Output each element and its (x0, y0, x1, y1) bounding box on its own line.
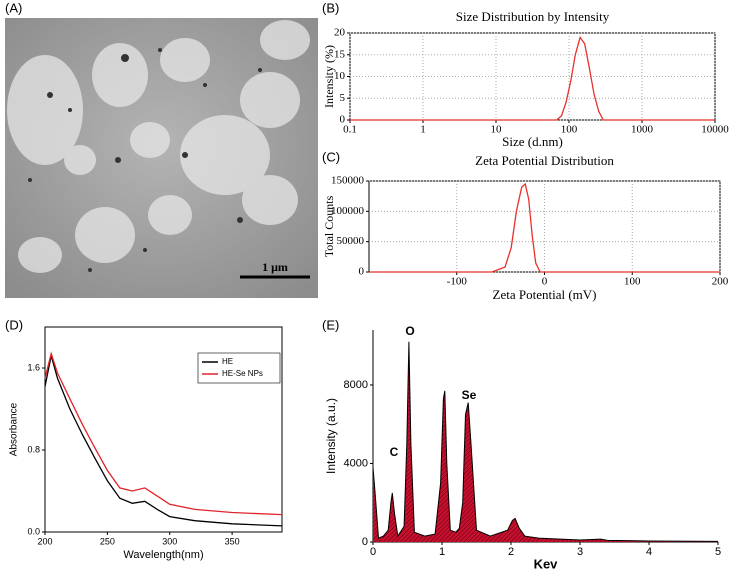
legend-box (197, 352, 281, 384)
x-tick-label: 0.1 (343, 124, 357, 136)
peak-label: Se (462, 388, 477, 402)
x-tick-label: 200 (37, 536, 52, 546)
x-tick-label: 4 (646, 546, 652, 558)
x-tick-label: 1 (439, 546, 445, 558)
y-tick-label: 150000 (331, 175, 365, 187)
panel-label: (D) (5, 317, 23, 332)
scale-bar-label: 1 μm (262, 260, 288, 274)
y-tick-label: 0.8 (27, 444, 40, 454)
line (44, 351, 283, 516)
line (369, 182, 720, 273)
x-tick-label: 350 (225, 536, 240, 546)
x-axis-label: Zeta Potential (mV) (493, 287, 597, 302)
y-tick-label: 1.6 (27, 362, 40, 372)
x-tick-label: 1 (420, 124, 426, 136)
y-tick-label: 50000 (337, 235, 365, 247)
peak-label: C (390, 445, 399, 459)
y-tick-label: 0 (362, 536, 368, 548)
y-tick-label: 0 (340, 114, 346, 126)
panel-label: (A) (5, 0, 22, 15)
x-tick-label: 100 (624, 276, 641, 288)
x-tick-label: 3 (577, 546, 583, 558)
area (373, 341, 718, 542)
y-tick-label: 0 (359, 266, 365, 278)
panel-label: (E) (322, 317, 339, 332)
y-axis-label: Intensity (a.u.) (324, 398, 338, 474)
micrograph (5, 18, 318, 298)
x-tick-label: 10000 (701, 124, 729, 136)
panel-label: (B) (322, 0, 339, 15)
y-tick-label: 20 (334, 27, 346, 39)
x-tick-label: 10 (491, 124, 503, 136)
chart-panel: 0 1 2 3 4 5 0 4000 8000 Kev Intensity (a.u.) C O Se (324, 324, 721, 571)
y-tick-label: 10 (334, 70, 346, 82)
x-tick-label: 300 (162, 536, 177, 546)
chart-title: Zeta Potential Distribution (475, 153, 614, 168)
chart-panel: Zeta Potential Distribution -100 0 100 200 0 5… (322, 153, 729, 302)
y-tick-label: 15 (334, 48, 346, 60)
x-tick-label: 200 (712, 276, 729, 288)
y-axis-label: Absorbance (9, 402, 20, 456)
x-tick-label: 100 (561, 124, 578, 136)
y-tick-label: 0.0 (27, 526, 40, 536)
panel-label: (C) (322, 149, 340, 164)
peak-label: O (405, 324, 414, 338)
x-tick-label: 5 (715, 546, 721, 558)
x-tick-label: 2 (508, 546, 514, 558)
line (372, 341, 719, 542)
y-axis-label: Intensity (%) (322, 45, 336, 108)
line (44, 355, 283, 527)
x-tick-label: -100 (447, 276, 468, 288)
x-axis-label: Kev (534, 556, 559, 571)
y-axis-label: Total Counts (322, 195, 336, 257)
x-axis-label: Wavelength(nm) (123, 549, 203, 561)
x-tick-label: 0 (542, 276, 548, 288)
y-tick-label: 100000 (331, 205, 365, 217)
x-tick-label: 1000 (631, 124, 654, 136)
y-tick-label: 4000 (344, 457, 368, 469)
x-tick-label: 0 (370, 546, 376, 558)
chart-panel: 200 250 300 350 0.0 0.8 1.6 Wavelength(nm) Absor… (9, 326, 283, 561)
chart-title: Size Distribution by Intensity (456, 9, 610, 24)
x-tick-label: 250 (100, 536, 115, 546)
y-tick-label: 5 (340, 92, 346, 104)
plot-frame (44, 326, 283, 533)
line (350, 35, 715, 121)
y-tick-label: 8000 (344, 379, 368, 391)
legend-label: HE-Se NPs (222, 369, 263, 378)
legend-label: HE (222, 357, 233, 366)
x-axis-label: Size (d.nm) (502, 134, 563, 149)
